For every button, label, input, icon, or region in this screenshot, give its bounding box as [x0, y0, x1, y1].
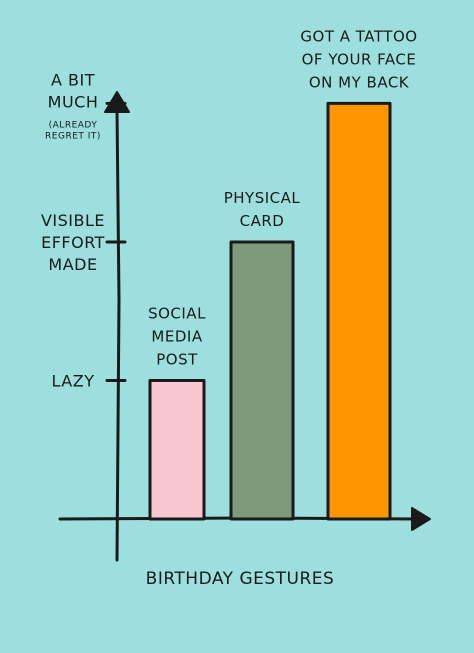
- bar-label-2: PHYSICAL CARD: [224, 189, 301, 230]
- bars: [148, 101, 392, 521]
- bar-label-1: SOCIAL MEDIA POST: [148, 304, 206, 368]
- y-axis-line: [115, 108, 121, 562]
- x-axis-arrow: [411, 507, 431, 531]
- bar-label-3: GOT A TATTOO OF YOUR FACE ON MY BACK: [300, 27, 417, 91]
- bar-3: [326, 101, 392, 521]
- y-tick-label-1: LAZY: [52, 371, 95, 390]
- y-tick-label-3: A BIT MUCH: [48, 70, 99, 111]
- x-axis-label: BIRTHDAY GESTURES: [146, 569, 335, 589]
- y-tick-note-3: (ALREADY REGRET IT): [45, 120, 101, 141]
- y-tick-label-2: VISIBLE EFFORT MADE: [41, 211, 105, 274]
- y-ticks: LAZY VISIBLE EFFORT MADE A BIT MUCH (ALREADY RE…: [41, 70, 127, 390]
- bar-1: [148, 378, 206, 521]
- bar-2: [229, 240, 295, 521]
- bar-labels: SOCIAL MEDIA POST PHYSICAL CARD GOT A TATTOO O…: [148, 27, 417, 368]
